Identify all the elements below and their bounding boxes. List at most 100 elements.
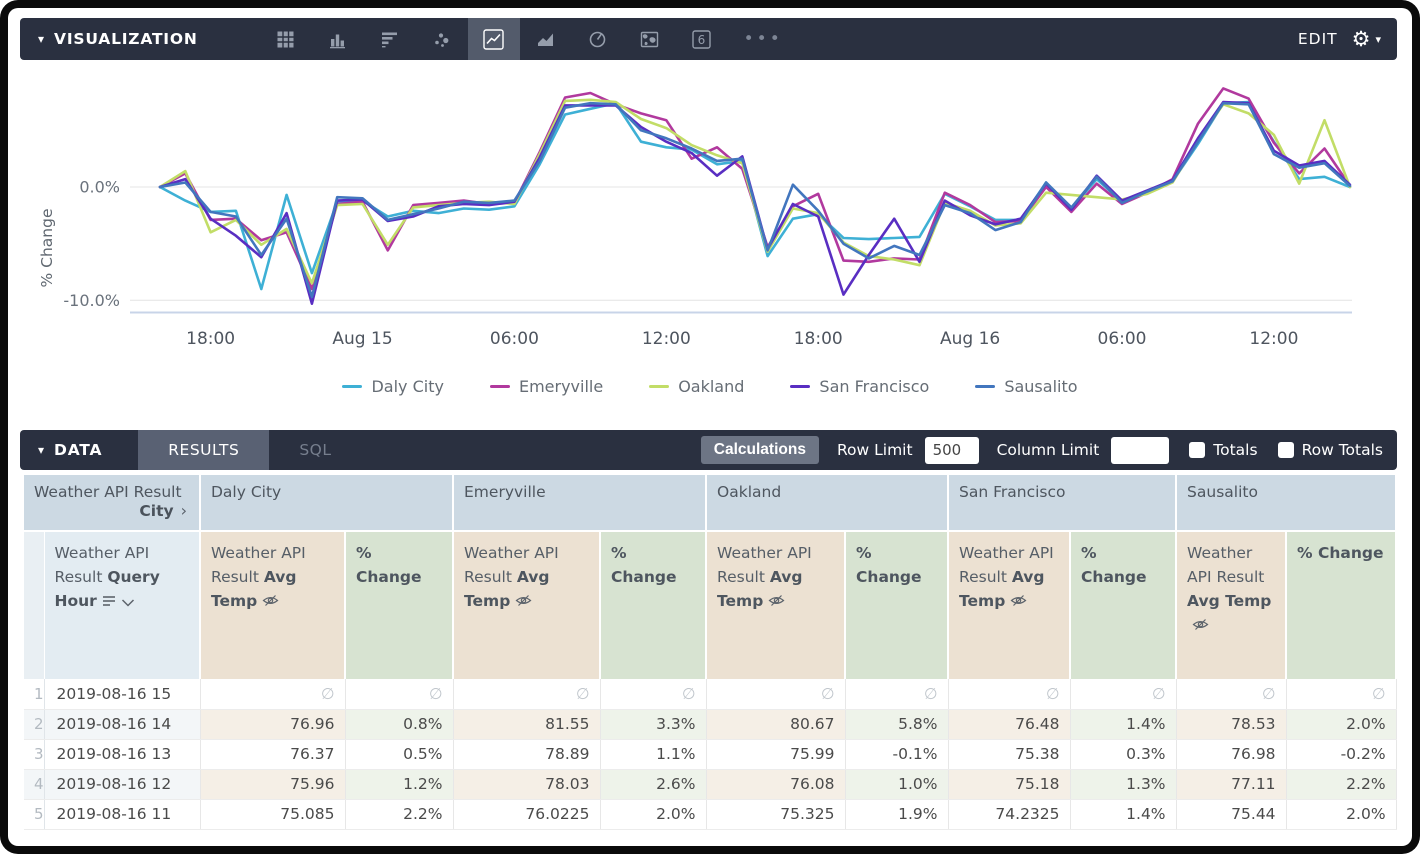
avg-temp-column-header[interactable]: Weather API Result Avg Temp bbox=[453, 531, 602, 679]
avg-temp-cell[interactable]: 75.085 bbox=[200, 799, 346, 830]
series-line-emeryville[interactable] bbox=[158, 87, 1352, 291]
bar-chart-icon[interactable] bbox=[364, 18, 416, 60]
map-chart-icon[interactable] bbox=[624, 18, 676, 60]
pct-change-cell[interactable]: 3.3% bbox=[600, 709, 707, 740]
pct-change-cell[interactable]: ∅ bbox=[845, 679, 949, 710]
pivot-field-header[interactable]: Weather API Result City › bbox=[24, 475, 201, 532]
avg-temp-cell[interactable]: 81.55 bbox=[453, 709, 601, 740]
more-chart-types-icon[interactable]: ••• bbox=[743, 29, 783, 49]
avg-temp-cell[interactable]: 78.89 bbox=[453, 739, 601, 770]
table-chart-icon[interactable] bbox=[260, 18, 312, 60]
pct-change-cell[interactable]: 1.4% bbox=[1070, 709, 1177, 740]
tab-sql[interactable]: SQL bbox=[299, 441, 332, 459]
avg-temp-cell[interactable]: 75.44 bbox=[1176, 799, 1287, 830]
pct-change-cell[interactable]: 1.0% bbox=[845, 769, 949, 800]
line-chart[interactable]: 0.0% -10.0% % Change 18:00 Aug 15 06:00 12:00 1… bbox=[8, 60, 1412, 362]
city-group-header[interactable]: Daly City bbox=[200, 475, 455, 532]
avg-temp-column-header[interactable]: Weather API Result Avg Temp bbox=[200, 531, 346, 679]
legend-item-daly-city[interactable]: Daly City bbox=[342, 377, 444, 396]
city-group-header[interactable]: San Francisco bbox=[948, 475, 1178, 532]
row-limit-input[interactable] bbox=[924, 436, 979, 464]
pct-change-cell[interactable]: 0.3% bbox=[1070, 739, 1177, 770]
pct-change-column-header[interactable]: % Change bbox=[345, 531, 455, 679]
avg-temp-cell[interactable]: ∅ bbox=[453, 679, 601, 710]
pct-change-cell[interactable]: 1.3% bbox=[1070, 769, 1177, 800]
pct-change-cell[interactable]: ∅ bbox=[1286, 679, 1397, 710]
pct-change-cell[interactable]: ∅ bbox=[345, 679, 454, 710]
legend-item-oakland[interactable]: Oakland bbox=[649, 377, 744, 396]
pct-change-cell[interactable]: 1.1% bbox=[600, 739, 707, 770]
avg-temp-cell[interactable]: 76.96 bbox=[200, 709, 346, 740]
legend-item-sausalito[interactable]: Sausalito bbox=[975, 377, 1078, 396]
query-hour-cell[interactable]: 2019-08-16 11 bbox=[44, 799, 201, 830]
pct-change-cell[interactable]: 1.9% bbox=[845, 799, 949, 830]
avg-temp-cell[interactable]: 75.99 bbox=[706, 739, 846, 770]
avg-temp-column-header[interactable]: Weather API Result Avg Temp bbox=[706, 531, 847, 679]
pct-change-cell[interactable]: 2.0% bbox=[1286, 799, 1397, 830]
avg-temp-cell[interactable]: 76.0225 bbox=[453, 799, 601, 830]
single-value-icon[interactable]: 6 bbox=[676, 18, 728, 60]
avg-temp-cell[interactable]: 78.03 bbox=[453, 769, 601, 800]
viz-settings-button[interactable]: ⚙ ▾ bbox=[1352, 28, 1381, 50]
pie-chart-icon[interactable] bbox=[572, 18, 624, 60]
query-hour-cell[interactable]: 2019-08-16 15 bbox=[44, 679, 201, 710]
avg-temp-cell[interactable]: ∅ bbox=[948, 679, 1071, 710]
pct-change-cell[interactable]: -0.1% bbox=[845, 739, 949, 770]
avg-temp-cell[interactable]: 78.53 bbox=[1176, 709, 1287, 740]
collapse-caret-icon[interactable]: ▾ bbox=[38, 32, 45, 46]
pct-change-cell[interactable]: 2.2% bbox=[1286, 769, 1397, 800]
pct-change-cell[interactable]: 5.8% bbox=[845, 709, 949, 740]
pct-change-cell[interactable]: 2.0% bbox=[600, 799, 707, 830]
avg-temp-cell[interactable]: 77.11 bbox=[1176, 769, 1287, 800]
avg-temp-cell[interactable]: 76.08 bbox=[706, 769, 846, 800]
avg-temp-cell[interactable]: ∅ bbox=[1176, 679, 1287, 710]
pct-change-cell[interactable]: ∅ bbox=[1070, 679, 1177, 710]
column-limit-input[interactable] bbox=[1111, 436, 1170, 464]
pct-change-cell[interactable]: 0.5% bbox=[345, 739, 454, 770]
avg-temp-cell[interactable]: 76.98 bbox=[1176, 739, 1287, 770]
city-group-header[interactable]: Sausalito bbox=[1176, 475, 1398, 532]
scatter-chart-icon[interactable] bbox=[416, 18, 468, 60]
pct-change-cell[interactable]: 1.4% bbox=[1070, 799, 1177, 830]
avg-temp-cell[interactable]: 75.38 bbox=[948, 739, 1071, 770]
collapse-caret-icon[interactable]: ▾ bbox=[38, 443, 45, 457]
line-chart-icon[interactable] bbox=[467, 18, 520, 60]
avg-temp-column-header[interactable]: Weather API Result Avg Temp bbox=[1176, 531, 1288, 679]
pct-change-cell[interactable]: 2.0% bbox=[1286, 709, 1397, 740]
series-line-daly-city[interactable] bbox=[158, 100, 1352, 291]
tab-results[interactable]: RESULTS bbox=[138, 430, 270, 470]
pct-change-cell[interactable]: 2.2% bbox=[345, 799, 454, 830]
avg-temp-cell[interactable]: 80.67 bbox=[706, 709, 846, 740]
query-hour-cell[interactable]: 2019-08-16 13 bbox=[44, 739, 201, 770]
pct-change-cell[interactable]: 0.8% bbox=[345, 709, 454, 740]
series-line-oakland[interactable] bbox=[158, 98, 1352, 285]
avg-temp-cell[interactable]: ∅ bbox=[200, 679, 346, 710]
series-line-sausalito[interactable] bbox=[158, 101, 1352, 299]
pct-change-column-header[interactable]: % Change bbox=[1070, 531, 1178, 679]
pct-change-cell[interactable]: 1.2% bbox=[345, 769, 454, 800]
column-chart-icon[interactable] bbox=[312, 18, 364, 60]
query-hour-cell[interactable]: 2019-08-16 12 bbox=[44, 769, 201, 800]
pct-change-cell[interactable]: ∅ bbox=[600, 679, 707, 710]
avg-temp-cell[interactable]: 75.18 bbox=[948, 769, 1071, 800]
avg-temp-cell[interactable]: ∅ bbox=[706, 679, 846, 710]
city-group-header[interactable]: Oakland bbox=[706, 475, 950, 532]
legend-item-san-francisco[interactable]: San Francisco bbox=[790, 377, 929, 396]
city-group-header[interactable]: Emeryville bbox=[453, 475, 708, 532]
query-hour-column-header[interactable]: Weather API Result Query Hour bbox=[44, 531, 201, 679]
avg-temp-cell[interactable]: 76.48 bbox=[948, 709, 1071, 740]
edit-button[interactable]: EDIT bbox=[1297, 30, 1338, 48]
row-totals-checkbox[interactable] bbox=[1277, 442, 1294, 458]
legend-item-emeryville[interactable]: Emeryville bbox=[489, 377, 603, 396]
pct-change-column-header[interactable]: % Change bbox=[845, 531, 950, 679]
pct-change-column-header[interactable]: % Change bbox=[1286, 531, 1398, 679]
calculations-button[interactable]: Calculations bbox=[700, 436, 819, 464]
avg-temp-column-header[interactable]: Weather API Result Avg Temp bbox=[948, 531, 1072, 679]
pct-change-column-header[interactable]: % Change bbox=[600, 531, 708, 679]
pct-change-cell[interactable]: 2.6% bbox=[600, 769, 707, 800]
avg-temp-cell[interactable]: 75.325 bbox=[706, 799, 846, 830]
avg-temp-cell[interactable]: 76.37 bbox=[200, 739, 346, 770]
avg-temp-cell[interactable]: 75.96 bbox=[200, 769, 346, 800]
pct-change-cell[interactable]: -0.2% bbox=[1286, 739, 1397, 770]
totals-checkbox[interactable] bbox=[1189, 442, 1206, 458]
